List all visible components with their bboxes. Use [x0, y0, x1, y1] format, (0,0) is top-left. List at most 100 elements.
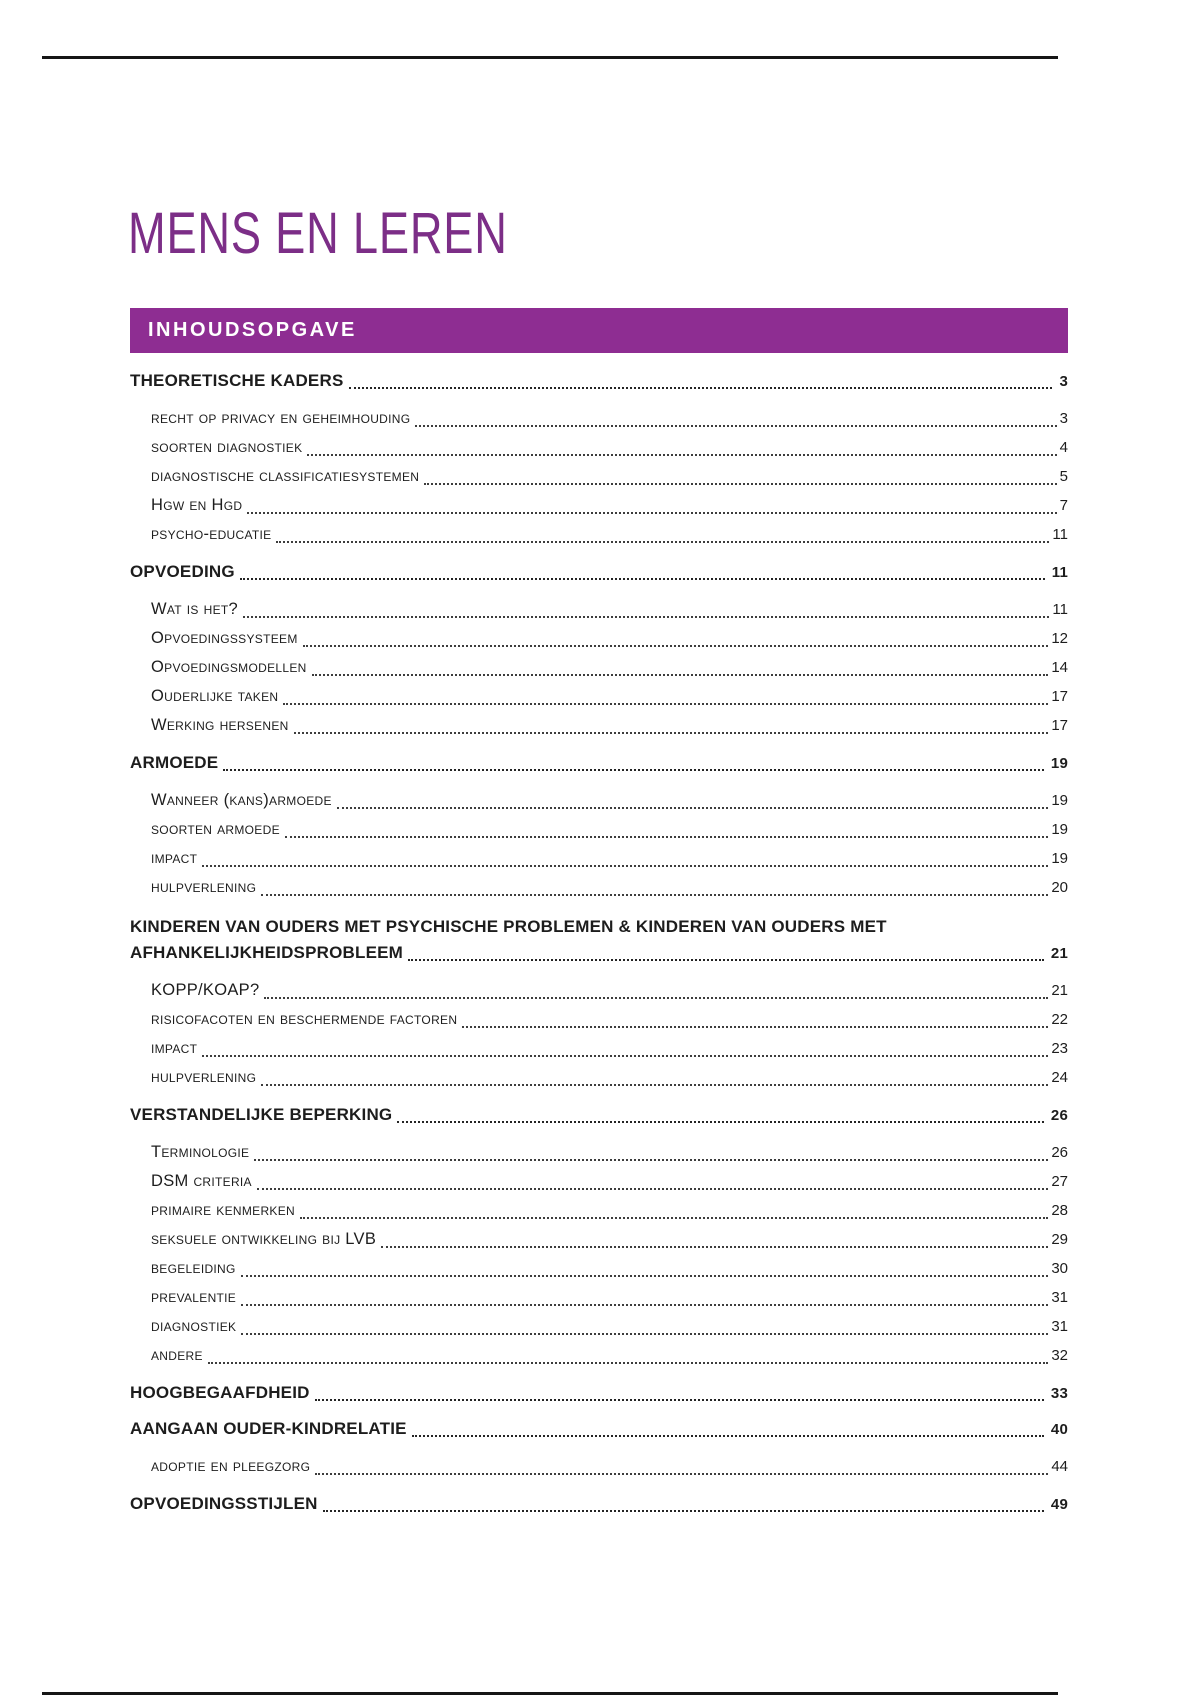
toc-page-number: 5: [1059, 468, 1068, 485]
toc-entry-line: OPVOEDINGSSTIJLEN 49: [130, 1492, 1068, 1517]
toc-entry-line: VERSTANDELIJKE BEPERKING 26: [130, 1103, 1068, 1128]
toc-entry[interactable]: Terminologie 26: [130, 1138, 1068, 1167]
toc-entry-label: Wanneer (kans)armoede: [151, 791, 332, 809]
toc-entry[interactable]: soorten armoede 19: [130, 815, 1068, 844]
toc-entry-line: AFHANKELIJKHEIDSPROBLEEM 21: [130, 941, 1068, 966]
toc-entry[interactable]: impact 23: [130, 1034, 1068, 1063]
toc-entry[interactable]: begeleiding 30: [130, 1254, 1068, 1283]
toc-entry[interactable]: seksuele ontwikkeling bij LVB 29: [130, 1225, 1068, 1254]
toc-dot-leader: [424, 483, 1057, 485]
toc-entry-line: Werking hersenen 17: [151, 711, 1068, 740]
toc-entry-line: andere 32: [151, 1341, 1068, 1370]
toc-entry-line: primaire kenmerken 28: [151, 1196, 1068, 1225]
toc-entry[interactable]: ARMOEDE 19: [130, 751, 1068, 776]
toc-page-number: 22: [1051, 1011, 1068, 1028]
toc-entry[interactable]: KOPP/KOAP? 21: [130, 976, 1068, 1005]
toc-entry-label: psycho-educatie: [151, 525, 272, 543]
toc-entry-label: VERSTANDELIJKE BEPERKING: [130, 1105, 393, 1124]
toc-dot-leader: [261, 894, 1049, 896]
toc-entry[interactable]: KINDEREN VAN OUDERS MET PSYCHISCHE PROBL…: [130, 913, 1068, 966]
toc-dot-leader: [240, 1275, 1049, 1277]
toc-dot-leader: [247, 512, 1057, 514]
toc-page-number: 14: [1051, 659, 1068, 676]
toc-page-number: 11: [1051, 564, 1068, 581]
toc-page-number: 11: [1052, 526, 1068, 543]
toc-entry-label: risicofacoten en beschermende factoren: [151, 1010, 458, 1028]
toc-entry[interactable]: diagnostische classificatiesystemen 5: [130, 462, 1068, 491]
toc-page-number: 17: [1051, 688, 1068, 705]
toc-entry[interactable]: Werking hersenen 17: [130, 711, 1068, 740]
toc-entry[interactable]: hulpverlening 24: [130, 1063, 1068, 1092]
toc-entry[interactable]: OPVOEDING 11: [130, 560, 1068, 585]
toc-page-number: 17: [1051, 717, 1068, 734]
toc-page-number: 32: [1051, 1347, 1068, 1364]
toc-entry[interactable]: OPVOEDINGSSTIJLEN 49: [130, 1492, 1068, 1517]
toc-entry[interactable]: Wanneer (kans)armoede 19: [130, 786, 1068, 815]
toc-entry-line: Wanneer (kans)armoede 19: [151, 786, 1068, 815]
toc-entry-line: KOPP/KOAP? 21: [151, 976, 1068, 1005]
toc-entry-label: begeleiding: [151, 1259, 236, 1277]
toc-header-label: INHOUDSOPGAVE: [148, 319, 357, 341]
toc-entry-line: Hgw en Hgd 7: [151, 491, 1068, 520]
toc-page-number: 4: [1059, 439, 1068, 456]
toc-dot-leader: [239, 578, 1045, 580]
toc-entry-line: soorten armoede 19: [151, 815, 1068, 844]
toc-entry[interactable]: Opvoedingssysteem 12: [130, 624, 1068, 653]
toc-page-number: 23: [1051, 1040, 1068, 1057]
toc-entry-label: hulpverlening: [151, 1068, 257, 1086]
toc-page-number: 26: [1051, 1144, 1068, 1161]
toc-entry-label: Ouderlijke taken: [151, 687, 279, 705]
toc-entry[interactable]: risicofacoten en beschermende factoren 22: [130, 1005, 1068, 1034]
toc-page-number: 19: [1051, 792, 1068, 809]
toc-page-number: 21: [1050, 945, 1068, 962]
toc-page-number: 21: [1051, 982, 1068, 999]
toc-page-number: 49: [1050, 1496, 1068, 1513]
toc-dot-leader: [293, 732, 1049, 734]
toc-entry[interactable]: hulpverlening 20: [130, 873, 1068, 902]
toc-entry-line: diagnostische classificatiesystemen 5: [151, 462, 1068, 491]
toc-entry-label: Opvoedingssysteem: [151, 629, 298, 647]
toc-entry[interactable]: impact 19: [130, 844, 1068, 873]
toc-dot-leader: [415, 425, 1057, 427]
toc-entry-line: hulpverlening 24: [151, 1063, 1068, 1092]
toc-entry-label: diagnostiek: [151, 1317, 237, 1335]
toc-entry[interactable]: Opvoedingsmodellen 14: [130, 653, 1068, 682]
toc-dot-leader: [202, 1055, 1049, 1057]
toc-entry[interactable]: psycho-educatie 11: [130, 520, 1068, 549]
toc-entry[interactable]: prevalentie 31: [130, 1283, 1068, 1312]
toc-entry-line: soorten diagnostiek 4: [151, 433, 1068, 462]
toc-page-number: 29: [1051, 1231, 1068, 1248]
toc-entry[interactable]: Ouderlijke taken 17: [130, 682, 1068, 711]
toc-dot-leader: [408, 959, 1044, 961]
toc-entry[interactable]: THEORETISCHE KADERS 3: [130, 369, 1068, 394]
toc-page-number: 19: [1051, 821, 1068, 838]
toc-entry[interactable]: DSM criteria 27: [130, 1167, 1068, 1196]
toc-entry-line: psycho-educatie 11: [151, 520, 1068, 549]
toc-page-number: 19: [1051, 850, 1068, 867]
toc-entry-line: recht op privacy en geheimhouding 3: [151, 404, 1068, 433]
toc-entry-label: Hgw en Hgd: [151, 496, 243, 514]
toc-entry[interactable]: primaire kenmerken 28: [130, 1196, 1068, 1225]
toc-entry[interactable]: recht op privacy en geheimhouding 3: [130, 404, 1068, 433]
toc-entry[interactable]: Wat is het? 11: [130, 595, 1068, 624]
toc-entry[interactable]: andere 32: [130, 1341, 1068, 1370]
toc-entry[interactable]: soorten diagnostiek 4: [130, 433, 1068, 462]
toc-entry[interactable]: Hgw en Hgd 7: [130, 491, 1068, 520]
toc-entry-label: HOOGBEGAAFDHEID: [130, 1383, 310, 1402]
toc-entry[interactable]: diagnostiek 31: [130, 1312, 1068, 1341]
toc-entry[interactable]: VERSTANDELIJKE BEPERKING 26: [130, 1103, 1068, 1128]
toc-dot-leader: [276, 541, 1050, 543]
toc-entry[interactable]: HOOGBEGAAFDHEID 33: [130, 1381, 1068, 1406]
toc-page-number: 12: [1051, 630, 1068, 647]
toc-entry-label: prevalentie: [151, 1288, 237, 1306]
toc-entry-label: impact: [151, 849, 198, 867]
toc-entry-line: ARMOEDE 19: [130, 751, 1068, 776]
toc-entry[interactable]: adoptie en pleegzorg 44: [130, 1452, 1068, 1481]
toc-dot-leader: [300, 1217, 1049, 1219]
toc-entry[interactable]: AANGAAN OUDER-KINDRELATIE 40: [130, 1417, 1068, 1442]
toc-page-number: 28: [1051, 1202, 1068, 1219]
toc-entry-line: Wat is het? 11: [151, 595, 1068, 624]
toc-dot-leader: [307, 454, 1057, 456]
toc-page-number: 24: [1051, 1069, 1068, 1086]
toc-page-number: 3: [1059, 373, 1068, 390]
